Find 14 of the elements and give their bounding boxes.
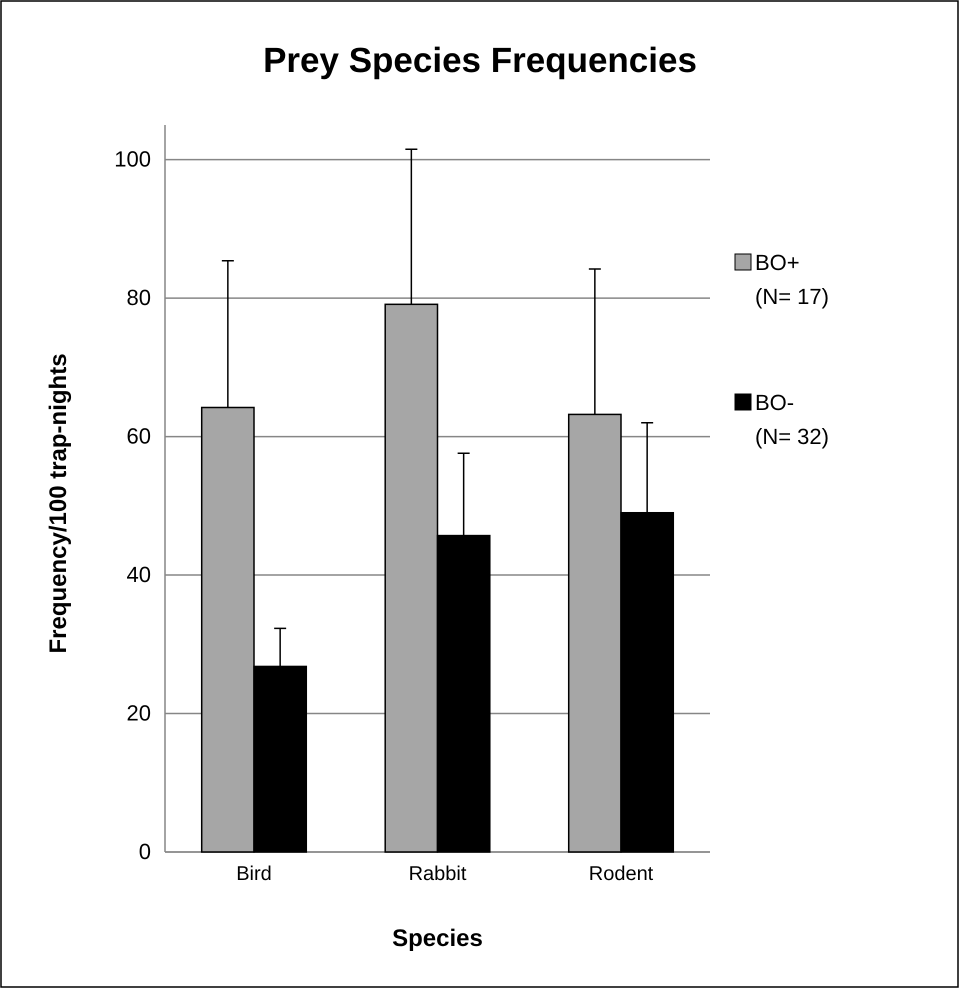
chart-title: Prey Species Frequencies xyxy=(263,41,697,80)
x-tick-label: Rodent xyxy=(588,863,654,886)
x-tick-label: Bird xyxy=(236,863,272,886)
legend-label: BO+ (N= 17) xyxy=(755,250,829,309)
x-axis-title: Species xyxy=(392,925,483,952)
y-tick-label: 60 xyxy=(126,424,151,449)
y-tick-label: 80 xyxy=(126,285,151,310)
x-tick-label: Rabbit xyxy=(408,863,467,886)
y-tick-label: 20 xyxy=(126,700,151,726)
y-tick-label: 40 xyxy=(126,562,151,588)
y-tick-label: 0 xyxy=(138,839,151,864)
legend-label: BO- (N= 32) xyxy=(755,390,829,449)
y-axis-title: Frequency/100 trap-nights xyxy=(45,353,72,654)
y-tick-label: 100 xyxy=(114,146,151,172)
